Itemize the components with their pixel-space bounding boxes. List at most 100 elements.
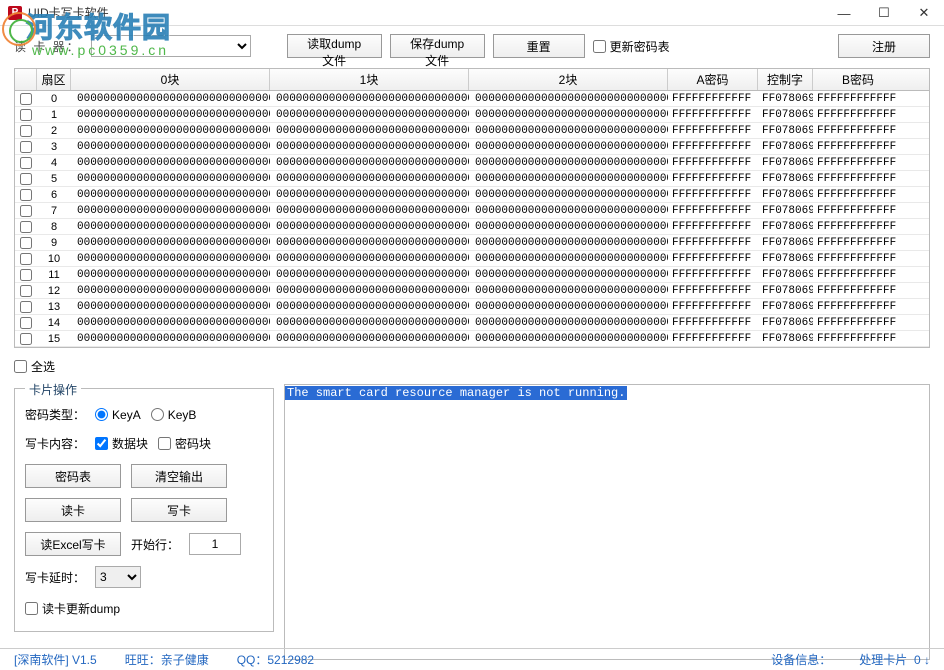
row-keyB: FFFFFFFFFFFF bbox=[813, 189, 903, 201]
row-keyA: FFFFFFFFFFFF bbox=[668, 237, 758, 249]
row-checkbox[interactable] bbox=[20, 301, 32, 313]
app-icon: P bbox=[8, 6, 22, 20]
log-line: The smart card resource manager is not r… bbox=[285, 386, 627, 400]
row-index: 13 bbox=[37, 301, 71, 313]
select-all-checkbox[interactable]: 全选 bbox=[14, 358, 55, 375]
excel-write-button[interactable]: 读Excel写卡 bbox=[25, 532, 121, 556]
row-ctrl: FF078069 bbox=[758, 301, 813, 313]
row-block1: 00000000000000000000000000000000 bbox=[270, 237, 469, 249]
pwd-table-button[interactable]: 密码表 bbox=[25, 464, 121, 488]
update-pwd-table-label: 更新密码表 bbox=[610, 38, 670, 55]
row-keyA: FFFFFFFFFFFF bbox=[668, 205, 758, 217]
header-ctrl: 控制字 bbox=[758, 69, 813, 90]
register-button[interactable]: 注册 bbox=[838, 34, 930, 58]
row-block1: 00000000000000000000000000000000 bbox=[270, 109, 469, 121]
clear-output-button[interactable]: 清空输出 bbox=[131, 464, 227, 488]
table-row[interactable]: 1000000000000000000000000000000000000000… bbox=[15, 107, 929, 123]
row-checkbox-cell bbox=[15, 253, 37, 265]
table-row[interactable]: 9000000000000000000000000000000000000000… bbox=[15, 235, 929, 251]
table-row[interactable]: 3000000000000000000000000000000000000000… bbox=[15, 139, 929, 155]
read-card-button[interactable]: 读卡 bbox=[25, 498, 121, 522]
row-checkbox-cell bbox=[15, 333, 37, 345]
maximize-button[interactable]: ☐ bbox=[864, 0, 904, 26]
row-block0: 00000000000000000000000000000000 bbox=[71, 173, 270, 185]
start-row-input[interactable] bbox=[189, 533, 241, 555]
table-row[interactable]: 1100000000000000000000000000000000000000… bbox=[15, 267, 929, 283]
row-keyA: FFFFFFFFFFFF bbox=[668, 141, 758, 153]
keyA-radio-input[interactable] bbox=[95, 408, 108, 421]
row-checkbox[interactable] bbox=[20, 173, 32, 185]
minimize-button[interactable]: — bbox=[824, 0, 864, 26]
row-checkbox[interactable] bbox=[20, 93, 32, 105]
row-checkbox[interactable] bbox=[20, 285, 32, 297]
row-block2: 00000000000000000000000000000000 bbox=[469, 173, 668, 185]
row-block2: 00000000000000000000000000000000 bbox=[469, 237, 668, 249]
table-row[interactable]: 7000000000000000000000000000000000000000… bbox=[15, 203, 929, 219]
row-block1: 00000000000000000000000000000000 bbox=[270, 333, 469, 345]
title-bar: P UID卡写卡软件 — ☐ ✕ bbox=[0, 0, 944, 26]
row-checkbox[interactable] bbox=[20, 109, 32, 121]
update-pwd-table-input[interactable] bbox=[593, 40, 606, 53]
header-block1: 1块 bbox=[270, 69, 469, 90]
row-checkbox[interactable] bbox=[20, 269, 32, 281]
write-card-button[interactable]: 写卡 bbox=[131, 498, 227, 522]
delay-select[interactable]: 3 bbox=[95, 566, 141, 588]
table-row[interactable]: 8000000000000000000000000000000000000000… bbox=[15, 219, 929, 235]
read-update-input[interactable] bbox=[25, 602, 38, 615]
select-all-input[interactable] bbox=[14, 360, 27, 373]
row-keyB: FFFFFFFFFFFF bbox=[813, 301, 903, 313]
keyA-radio[interactable]: KeyA bbox=[95, 408, 141, 422]
table-row[interactable]: 4000000000000000000000000000000000000000… bbox=[15, 155, 929, 171]
row-checkbox[interactable] bbox=[20, 141, 32, 153]
row-checkbox[interactable] bbox=[20, 157, 32, 169]
row-block2: 00000000000000000000000000000000 bbox=[469, 141, 668, 153]
table-row[interactable]: 1400000000000000000000000000000000000000… bbox=[15, 315, 929, 331]
row-keyA: FFFFFFFFFFFF bbox=[668, 253, 758, 265]
keyB-radio[interactable]: KeyB bbox=[151, 408, 197, 422]
status-bar: [深南软件] V1.5 旺旺：亲子健康 QQ：5212982 设备信息： 处理卡… bbox=[0, 648, 944, 670]
row-checkbox[interactable] bbox=[20, 253, 32, 265]
row-ctrl: FF078069 bbox=[758, 317, 813, 329]
start-row-label: 开始行： bbox=[131, 536, 179, 553]
table-row[interactable]: 1200000000000000000000000000000000000000… bbox=[15, 283, 929, 299]
row-block2: 00000000000000000000000000000000 bbox=[469, 221, 668, 233]
row-block0: 00000000000000000000000000000000 bbox=[71, 317, 270, 329]
close-button[interactable]: ✕ bbox=[904, 0, 944, 26]
read-update-checkbox[interactable]: 读卡更新dump bbox=[25, 600, 120, 617]
table-row[interactable]: 1300000000000000000000000000000000000000… bbox=[15, 299, 929, 315]
row-index: 12 bbox=[37, 285, 71, 297]
keyB-radio-input[interactable] bbox=[151, 408, 164, 421]
table-row[interactable]: 6000000000000000000000000000000000000000… bbox=[15, 187, 929, 203]
row-checkbox[interactable] bbox=[20, 189, 32, 201]
data-block-input[interactable] bbox=[95, 437, 108, 450]
update-pwd-table-checkbox[interactable]: 更新密码表 bbox=[593, 38, 670, 55]
table-row[interactable]: 5000000000000000000000000000000000000000… bbox=[15, 171, 929, 187]
row-index: 14 bbox=[37, 317, 71, 329]
pwd-block-checkbox[interactable]: 密码块 bbox=[158, 435, 211, 452]
save-dump-button[interactable]: 保存dump文件 bbox=[390, 34, 485, 58]
row-checkbox[interactable] bbox=[20, 317, 32, 329]
row-block1: 00000000000000000000000000000000 bbox=[270, 317, 469, 329]
row-checkbox[interactable] bbox=[20, 221, 32, 233]
reader-select[interactable] bbox=[91, 35, 251, 57]
row-block2: 00000000000000000000000000000000 bbox=[469, 189, 668, 201]
table-row[interactable]: 1000000000000000000000000000000000000000… bbox=[15, 251, 929, 267]
row-block0: 00000000000000000000000000000000 bbox=[71, 189, 270, 201]
row-checkbox[interactable] bbox=[20, 237, 32, 249]
row-keyA: FFFFFFFFFFFF bbox=[668, 221, 758, 233]
row-checkbox[interactable] bbox=[20, 205, 32, 217]
row-keyB: FFFFFFFFFFFF bbox=[813, 333, 903, 345]
row-keyB: FFFFFFFFFFFF bbox=[813, 205, 903, 217]
row-keyB: FFFFFFFFFFFF bbox=[813, 141, 903, 153]
table-row[interactable]: 1500000000000000000000000000000000000000… bbox=[15, 331, 929, 347]
table-row[interactable]: 0000000000000000000000000000000000000000… bbox=[15, 91, 929, 107]
table-row[interactable]: 2000000000000000000000000000000000000000… bbox=[15, 123, 929, 139]
data-block-checkbox[interactable]: 数据块 bbox=[95, 435, 148, 452]
row-checkbox[interactable] bbox=[20, 125, 32, 137]
read-dump-button[interactable]: 读取dump文件 bbox=[287, 34, 382, 58]
row-ctrl: FF078069 bbox=[758, 205, 813, 217]
row-checkbox[interactable] bbox=[20, 333, 32, 345]
row-keyA: FFFFFFFFFFFF bbox=[668, 317, 758, 329]
pwd-block-input[interactable] bbox=[158, 437, 171, 450]
reset-button[interactable]: 重置 bbox=[493, 34, 585, 58]
